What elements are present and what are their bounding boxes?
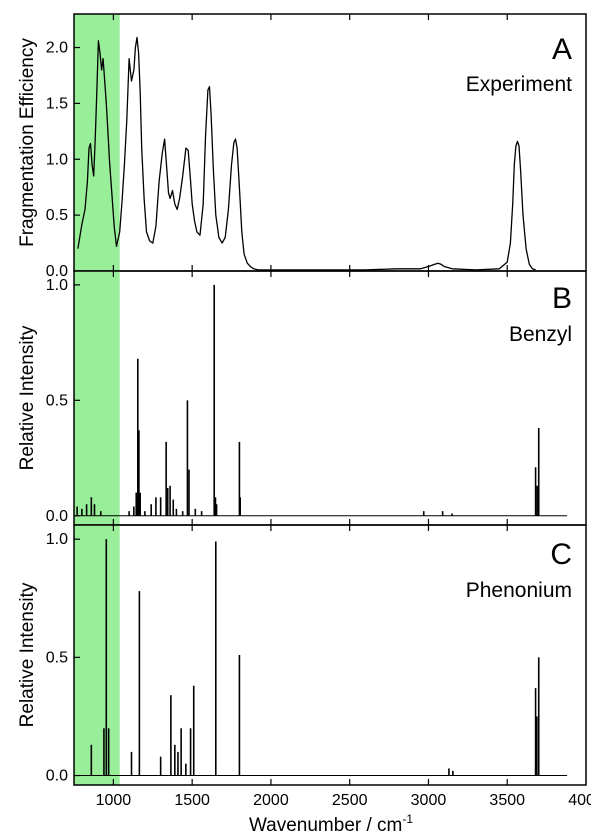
highlight-band: [74, 525, 120, 785]
panel-name: Phenonium: [466, 579, 572, 602]
y-axis-title: Relative Intensity: [17, 325, 38, 470]
plot-frame: [73, 270, 587, 526]
y-tick-label: 1.0: [46, 151, 68, 168]
panel-a: 0.0 0.5 1.0 1.5 2.0 Fragmentation Efficiency A…: [17, 13, 587, 280]
y-axis-title: Relative Intensity: [17, 582, 38, 727]
y-tick-label: 0.5: [46, 649, 68, 666]
x-axis-title-superscript: -1: [402, 812, 413, 826]
series-line: [77, 36, 536, 271]
y-tick-label: 1.5: [46, 95, 68, 112]
y-tick-label: 0.0: [46, 768, 68, 785]
x-axis-title-text: Wavenumber / cm: [249, 815, 402, 835]
plot-frame: [73, 524, 587, 786]
panel-c: 0.0 0.5 1.0 Relative Intensity C Phenonium: [17, 524, 587, 786]
y-tick-label: 0.0: [46, 508, 68, 525]
x-axis: 1000 1500 2000 2500 3000 3500 4000: [96, 792, 591, 809]
panel-name: Benzyl: [509, 323, 572, 346]
x-tick-label: 3500: [489, 792, 525, 809]
y-tick-label: 2.0: [46, 40, 68, 57]
y-tick-label: 0.0: [46, 263, 68, 280]
x-tick-label: 2000: [253, 792, 289, 809]
highlight-band: [74, 271, 120, 525]
x-tick-label: 1000: [96, 792, 132, 809]
plot-frame: [73, 13, 587, 272]
y-tick-label: 1.0: [46, 531, 68, 548]
x-tick-label: 3000: [411, 792, 447, 809]
panels: 0.0 0.5 1.0 1.5 2.0 Fragmentation Efficiency A…: [17, 13, 587, 786]
panel-letter: A: [552, 33, 572, 66]
y-tick-label: 0.5: [46, 392, 68, 409]
x-tick-label: 4000: [568, 792, 591, 809]
panel-letter: B: [552, 282, 572, 315]
y-tick-label: 1.0: [46, 277, 68, 294]
y-axis-title: Fragmentation Efficiency: [17, 38, 38, 247]
panel-name: Experiment: [466, 73, 572, 96]
x-tick-label: 2500: [332, 792, 368, 809]
panel-b: 0.0 0.5 1.0 Relative Intensity B Benzyl: [17, 270, 587, 526]
x-axis-title: Wavenumber / cm-1: [249, 812, 413, 835]
x-tick-label: 1500: [174, 792, 210, 809]
y-tick-label: 0.5: [46, 207, 68, 224]
panel-letter: C: [550, 538, 572, 571]
